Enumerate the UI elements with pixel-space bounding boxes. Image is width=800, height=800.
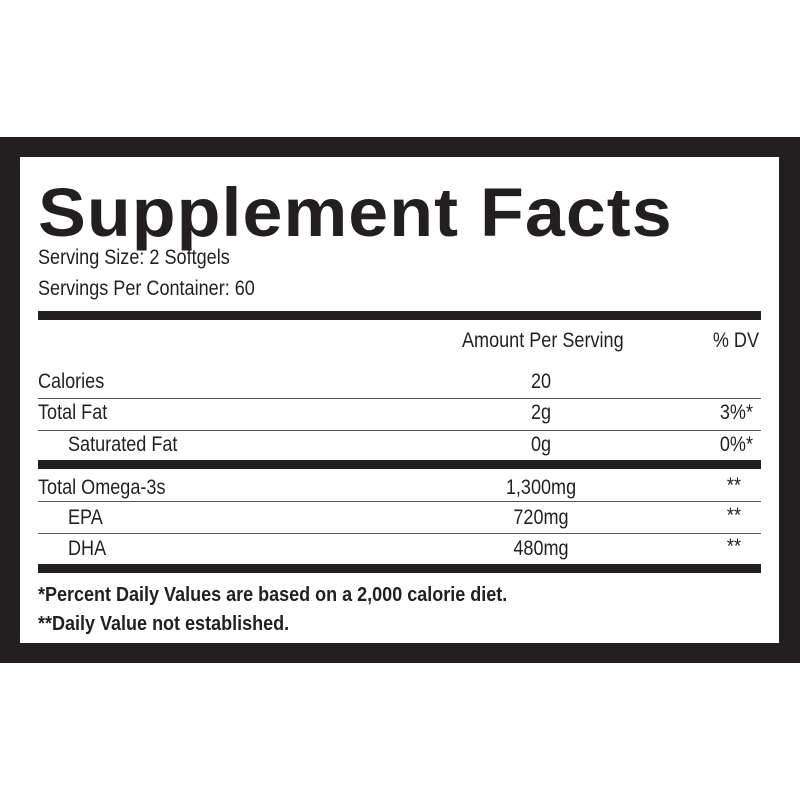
row-amount: 720mg: [513, 506, 569, 529]
label-frame: Supplement Facts Serving Size: 2 Softgel…: [0, 137, 800, 663]
servings-per-container: Servings Per Container: 60: [38, 277, 255, 300]
divider-thin: [38, 533, 761, 534]
divider-thick: [38, 564, 761, 573]
row-amount: 1,300mg: [505, 476, 577, 499]
panel-title: Supplement Facts: [38, 174, 673, 251]
row-name: Total Omega-3s: [38, 476, 166, 499]
row-dv: **: [726, 474, 741, 497]
row-dv: **: [726, 504, 741, 527]
footnote-dv: *Percent Daily Values are based on a 2,0…: [38, 584, 508, 606]
row-amount: 0g: [530, 433, 552, 456]
divider-thin: [38, 501, 761, 502]
row-name: Calories: [38, 370, 105, 393]
divider-thick: [38, 460, 761, 469]
row-name: Saturated Fat: [68, 433, 178, 456]
divider-thick: [38, 311, 761, 320]
row-dv: 0%*: [719, 433, 753, 456]
row-amount: 20: [530, 370, 552, 393]
row-dv: 3%*: [719, 401, 753, 424]
footnote-not-established: **Daily Value not established.: [38, 613, 290, 635]
row-amount: 480mg: [513, 537, 569, 560]
header-dv: % DV: [712, 329, 759, 352]
divider-thin: [38, 398, 761, 399]
serving-size: Serving Size: 2 Softgels: [38, 246, 230, 269]
header-amount: Amount Per Serving: [462, 329, 624, 352]
row-amount: 2g: [530, 401, 552, 424]
supplement-facts-panel: Supplement Facts Serving Size: 2 Softgel…: [20, 157, 779, 643]
row-name: DHA: [68, 537, 107, 560]
row-name: EPA: [68, 506, 103, 529]
row-dv: **: [726, 535, 741, 558]
row-name: Total Fat: [38, 401, 108, 424]
divider-thin: [38, 430, 761, 431]
